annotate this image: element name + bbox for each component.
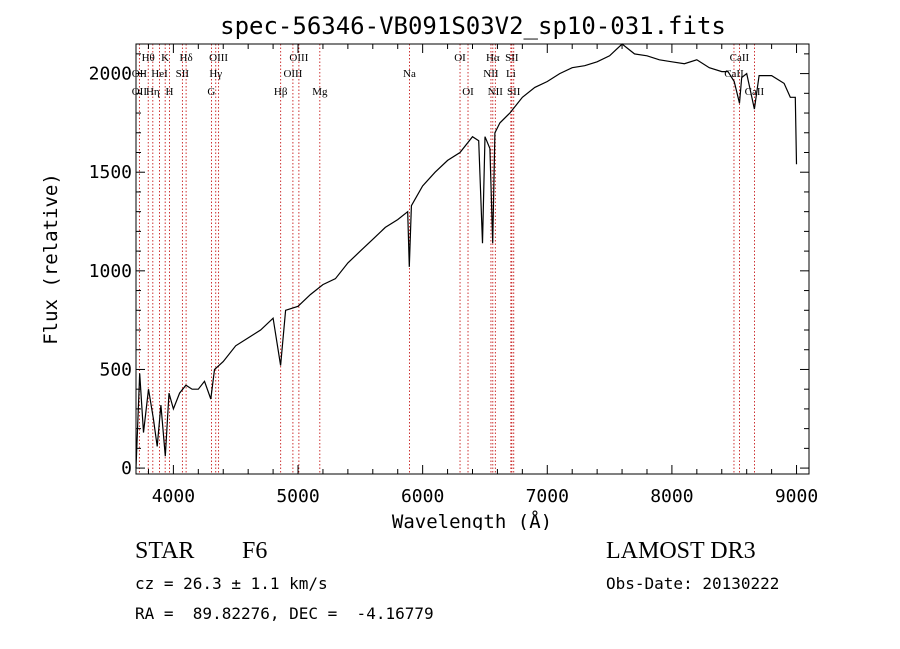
line-label-2-2: H — [166, 86, 174, 98]
y-tick-label: 0 — [121, 458, 132, 479]
line-label-0-5: OI — [454, 52, 466, 64]
object-subclass: F6 — [242, 538, 268, 564]
line-label-0-7: SII — [505, 52, 519, 64]
object-class: STAR — [135, 538, 195, 564]
line-label-2-7: NII — [488, 86, 504, 98]
chart-title: spec-56346-VB091S03V2_sp10-031.fits — [220, 12, 726, 40]
line-label-2-1: Hη — [146, 86, 160, 98]
line-label-1-4: OIII — [283, 68, 302, 80]
line-label-0-0: Hθ — [142, 52, 155, 64]
line-label-0-3: OIII — [209, 52, 228, 64]
line-label-1-1: HeI — [151, 68, 168, 80]
line-label-1-8: CaII — [724, 68, 744, 80]
line-label-0-2: Hδ — [180, 52, 193, 64]
line-label-0-1: K — [161, 52, 169, 64]
survey-label: LAMOST DR3 — [606, 538, 756, 564]
y-axis-ticks: 0 500 1000 1500 2000 — [89, 53, 809, 479]
line-label-1-3: Hγ — [209, 68, 222, 80]
x-tick-label: 5000 — [276, 486, 319, 507]
line-label-1-7: Li — [506, 68, 516, 80]
line-label-2-9: CaII — [745, 86, 765, 98]
x-axis-label: Wavelength (Å) — [392, 510, 552, 530]
y-tick-label: 1000 — [89, 261, 132, 282]
y-tick-label: 500 — [99, 359, 132, 380]
x-tick-label: 8000 — [650, 486, 693, 507]
x-tick-label: 7000 — [526, 486, 569, 507]
x-tick-label: 6000 — [401, 486, 444, 507]
x-tick-label: 4000 — [152, 486, 195, 507]
y-tick-label: 2000 — [89, 64, 132, 85]
line-label-1-2: SII — [176, 68, 190, 80]
spectrum-chart: spec-56346-VB091S03V2_sp10-031.fits Hθ K H… — [40, 12, 818, 530]
redshift-readout: cz = 26.3 ± 1.1 km/s — [135, 574, 328, 593]
y-tick-label: 1500 — [89, 162, 132, 183]
line-label-0-4: OIII — [289, 52, 308, 64]
line-label-2-6: OI — [462, 86, 474, 98]
emission-line-markers — [138, 44, 755, 474]
plot-frame — [135, 43, 810, 475]
y-axis-label: Flux (relative) — [40, 173, 62, 345]
line-label-0-6: Hα — [486, 52, 500, 64]
line-label-2-5: Mg — [312, 86, 328, 98]
line-label-2-3: G — [207, 86, 215, 98]
line-label-2-4: Hβ — [274, 86, 288, 98]
line-label-1-5: Na — [403, 68, 416, 80]
line-label-1-6: NII — [483, 68, 499, 80]
x-axis-ticks: 4000 5000 6000 7000 8000 9000 — [147, 44, 818, 507]
observation-date: Obs-Date: 20130222 — [606, 574, 780, 593]
x-tick-label: 9000 — [775, 486, 818, 507]
line-label-0-8: CaII — [730, 52, 750, 64]
coordinates-readout: RA = 89.82276, DEC = -4.16779 — [135, 604, 434, 623]
line-label-2-8: SII — [507, 86, 521, 98]
spectrum-series-line — [135, 43, 798, 469]
